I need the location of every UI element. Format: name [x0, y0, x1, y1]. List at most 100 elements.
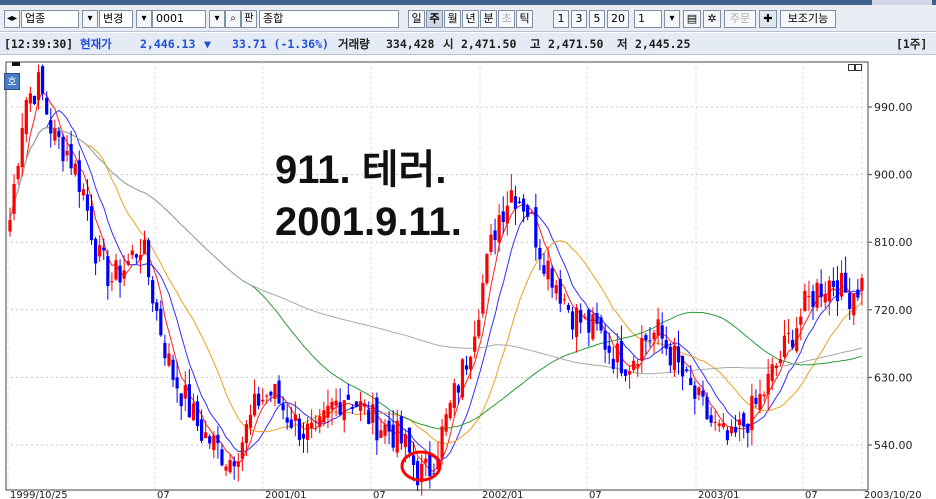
- candle-body: [85, 194, 90, 211]
- period-second-button[interactable]: 초: [498, 10, 515, 28]
- candle-body: [232, 461, 236, 467]
- candle-body: [473, 336, 477, 352]
- candle-body: [668, 346, 672, 366]
- candle-body: [689, 378, 693, 385]
- period-month-button[interactable]: 월: [444, 10, 461, 28]
- market-select[interactable]: 업종: [21, 10, 79, 28]
- candle-body: [574, 307, 579, 337]
- count-dropdown-icon[interactable]: ▾: [664, 10, 680, 28]
- candle-body: [456, 385, 460, 393]
- chart-window-buttons[interactable]: [848, 61, 864, 71]
- magnifier-icon[interactable]: ⌕: [225, 10, 241, 28]
- candle-body: [738, 419, 742, 426]
- candle-body: [762, 394, 766, 397]
- change-button[interactable]: 변경: [99, 10, 133, 28]
- candle-body: [36, 72, 41, 101]
- candle-body: [603, 330, 607, 350]
- candle-body: [159, 308, 163, 336]
- ma20-line: [9, 126, 863, 445]
- save-icon[interactable]: ▤: [683, 10, 701, 28]
- x-tick-label: 2003/01: [698, 490, 740, 499]
- candle-body: [497, 215, 501, 243]
- candle-body: [314, 420, 318, 422]
- change-dropdown-icon[interactable]: ▾: [82, 10, 98, 28]
- candle-body: [273, 383, 277, 399]
- window-controls[interactable]: [872, 0, 932, 5]
- candle-body: [346, 394, 350, 400]
- candle-body: [428, 454, 432, 477]
- candle-body: [823, 293, 827, 303]
- interval-5-button[interactable]: 5: [589, 10, 605, 28]
- candle-body: [403, 434, 407, 448]
- candle-body: [65, 150, 69, 156]
- candle-body: [709, 415, 713, 423]
- candle-body: [8, 220, 12, 232]
- candle-body: [729, 426, 734, 434]
- candle-body: [587, 309, 591, 333]
- candle-body: [656, 319, 660, 336]
- interval-20-button[interactable]: 20: [607, 10, 629, 28]
- period-week-button[interactable]: 주: [426, 10, 443, 28]
- x-tick-label: 07: [589, 490, 602, 499]
- candle-body: [742, 413, 746, 427]
- candle-body: [24, 99, 28, 135]
- candle-body: [595, 313, 599, 324]
- candle-body: [672, 345, 677, 371]
- count-input[interactable]: 1: [634, 10, 662, 28]
- candle-body: [505, 205, 509, 224]
- candle-body: [199, 419, 204, 441]
- period-year-button[interactable]: 년: [462, 10, 479, 28]
- candle-body: [322, 410, 326, 423]
- order-button[interactable]: 주문: [724, 10, 756, 28]
- x-tick-label: 1999/10/25: [10, 490, 68, 499]
- candle-body: [648, 340, 652, 342]
- board-button[interactable]: 판: [241, 10, 257, 28]
- market-arrow-icon[interactable]: ◂▸: [4, 10, 20, 28]
- candle-body: [277, 380, 281, 404]
- candle-body: [114, 260, 118, 280]
- candle-body: [293, 414, 297, 421]
- candle-body: [570, 311, 575, 330]
- hoga-button[interactable]: 호: [4, 73, 20, 90]
- plus-icon[interactable]: ✚: [759, 10, 777, 28]
- settings-gear-icon[interactable]: ✲: [703, 10, 721, 28]
- period-tick-button[interactable]: 틱: [516, 10, 533, 28]
- candle-body: [191, 403, 196, 421]
- candle-body: [432, 473, 436, 475]
- period-day-button[interactable]: 일: [408, 10, 425, 28]
- candle-body: [680, 355, 685, 377]
- candle-body: [208, 436, 212, 444]
- code-list-icon[interactable]: ▾: [209, 10, 225, 28]
- candle-body: [766, 373, 770, 395]
- price-chart-area[interactable]: 990.00 900.00 810.00 720.00 630.00 540.00 1999…: [0, 56, 936, 499]
- interval-3-button[interactable]: 3: [571, 10, 587, 28]
- low-point-marker: [400, 450, 442, 482]
- candlestick-chart[interactable]: 990.00 900.00 810.00 720.00 630.00 540.00 1999…: [0, 56, 936, 499]
- candle-body: [204, 432, 208, 439]
- candle-body: [330, 401, 334, 410]
- restore-icon[interactable]: [848, 64, 855, 71]
- candle-body: [774, 365, 778, 369]
- quote-info-bar: [12:39:30] 현재가 2,446.13 ▼ 33.71 (-1.36%)…: [0, 33, 936, 55]
- candle-body: [526, 205, 530, 217]
- code-dropdown-icon[interactable]: ▾: [136, 10, 152, 28]
- candle-body: [420, 463, 424, 483]
- candle-body: [146, 240, 151, 278]
- aux-function-button[interactable]: 보조기능: [780, 10, 836, 28]
- interval-1-button[interactable]: 1: [553, 10, 569, 28]
- candle-body: [424, 458, 428, 463]
- period-minute-button[interactable]: 분: [480, 10, 497, 28]
- candle-body: [831, 280, 835, 287]
- candle-body: [379, 430, 383, 438]
- candle-body: [701, 390, 705, 397]
- code-input[interactable]: 0001: [152, 10, 206, 28]
- open-value: 2,471.50: [461, 37, 517, 51]
- close-icon[interactable]: [855, 64, 862, 71]
- volume-label: 거래량: [338, 37, 370, 51]
- candle-body: [236, 461, 240, 467]
- candle-body: [676, 346, 681, 363]
- candle-body: [705, 396, 709, 420]
- candle-body: [151, 280, 155, 304]
- annotation-line-2: 2001.9.11.: [275, 200, 462, 244]
